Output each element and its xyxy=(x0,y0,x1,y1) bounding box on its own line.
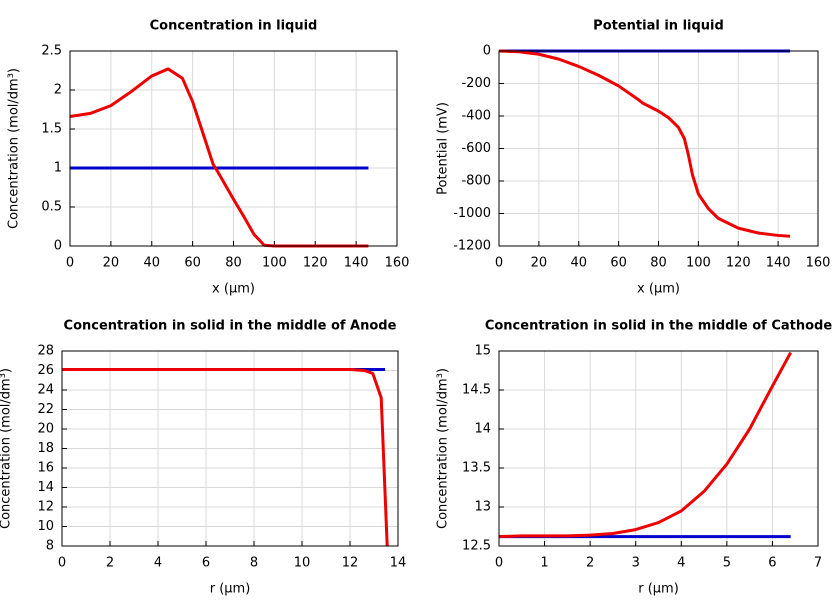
x-tick-label: 100 xyxy=(686,256,711,271)
y-tick-label: 14 xyxy=(474,422,491,437)
chart-title: Concentration in liquid xyxy=(150,19,318,34)
y-tick-label: 12 xyxy=(37,500,54,515)
x-tick-label: 160 xyxy=(385,256,410,271)
x-axis-label: r (µm) xyxy=(210,582,251,597)
x-tick-label: 100 xyxy=(262,256,287,271)
x-tick-label: 1 xyxy=(540,556,548,571)
chart-title: Potential in liquid xyxy=(593,19,724,34)
x-tick-label: 6 xyxy=(768,556,776,571)
y-tick-label: 18 xyxy=(37,441,54,456)
x-tick-label: 0 xyxy=(495,556,503,571)
y-tick-label: 2 xyxy=(54,83,62,98)
x-tick-label: 5 xyxy=(723,556,731,571)
y-tick-label: 1 xyxy=(54,161,62,176)
data-line xyxy=(69,67,369,248)
x-tick-label: 2 xyxy=(106,556,114,571)
data-line xyxy=(62,368,389,547)
x-tick-label: 2 xyxy=(586,556,594,571)
y-tick-label: 10 xyxy=(37,519,54,534)
data-line xyxy=(498,351,792,539)
x-tick-label: 80 xyxy=(650,256,667,271)
x-tick-label: 120 xyxy=(726,256,751,271)
y-tick-label: -1000 xyxy=(453,206,491,221)
x-tick-label: 14 xyxy=(390,556,407,571)
x-tick-label: 160 xyxy=(806,256,831,271)
y-tick-label: -1200 xyxy=(453,239,491,254)
chart-title: Concentration in solid in the middle of … xyxy=(485,319,833,334)
y-axis-label: Potential (mV) xyxy=(436,102,451,195)
y-tick-label: 15 xyxy=(474,344,491,359)
y-tick-label: 14 xyxy=(37,480,54,495)
y-tick-label: 0.5 xyxy=(41,200,62,215)
y-tick-label: 20 xyxy=(37,422,54,437)
y-tick-label: 24 xyxy=(37,383,54,398)
x-tick-label: 40 xyxy=(143,256,160,271)
y-tick-label: 26 xyxy=(37,363,54,378)
x-tick-label: 20 xyxy=(103,256,120,271)
x-tick-label: 6 xyxy=(202,556,210,571)
x-tick-label: 40 xyxy=(570,256,587,271)
x-tick-label: 0 xyxy=(58,556,66,571)
y-tick-label: -600 xyxy=(461,141,491,156)
x-tick-label: 140 xyxy=(766,256,791,271)
plot-frame xyxy=(69,50,398,247)
y-tick-label: 13.5 xyxy=(462,461,491,476)
x-tick-label: 20 xyxy=(531,256,548,271)
x-tick-label: 60 xyxy=(184,256,201,271)
x-tick-label: 12 xyxy=(342,556,359,571)
plot-frame xyxy=(498,50,819,247)
x-tick-label: 7 xyxy=(814,556,822,571)
chart-title: Concentration in solid in the middle of … xyxy=(64,319,397,334)
y-axis-label: Concentration (mol/dm³) xyxy=(7,68,22,229)
plot-frame xyxy=(498,350,819,547)
data-line xyxy=(498,49,791,238)
x-tick-label: 8 xyxy=(250,556,258,571)
y-tick-label: 0 xyxy=(54,239,62,254)
x-axis-label: x (µm) xyxy=(212,282,255,297)
x-tick-label: 0 xyxy=(495,256,503,271)
x-tick-label: 140 xyxy=(344,256,369,271)
y-tick-label: 22 xyxy=(37,402,54,417)
x-axis-label: r (µm) xyxy=(638,582,679,597)
y-axis-label: Concentration (mol/dm³) xyxy=(0,368,14,529)
x-tick-label: 0 xyxy=(66,256,74,271)
x-tick-label: 60 xyxy=(610,256,627,271)
y-tick-label: 8 xyxy=(46,539,54,554)
y-tick-label: -400 xyxy=(461,109,491,124)
y-tick-label: -200 xyxy=(461,76,491,91)
y-tick-label: 1.5 xyxy=(41,122,62,137)
x-tick-label: 4 xyxy=(677,556,685,571)
y-tick-label: 12.5 xyxy=(462,539,491,554)
y-tick-label: 13 xyxy=(474,500,491,515)
y-tick-label: 28 xyxy=(37,344,54,359)
y-tick-label: 0 xyxy=(483,44,491,59)
x-tick-label: 80 xyxy=(225,256,242,271)
y-tick-label: 2.5 xyxy=(41,44,62,59)
x-tick-label: 10 xyxy=(294,556,311,571)
x-axis-label: x (µm) xyxy=(637,282,680,297)
plot-frame xyxy=(61,350,399,547)
y-tick-label: -800 xyxy=(461,174,491,189)
y-tick-label: 16 xyxy=(37,461,54,476)
y-tick-label: 14.5 xyxy=(462,383,491,398)
x-tick-label: 4 xyxy=(154,556,162,571)
y-axis-label: Concentration (mol/dm³) xyxy=(436,368,451,529)
x-tick-label: 3 xyxy=(632,556,640,571)
x-tick-label: 120 xyxy=(303,256,328,271)
